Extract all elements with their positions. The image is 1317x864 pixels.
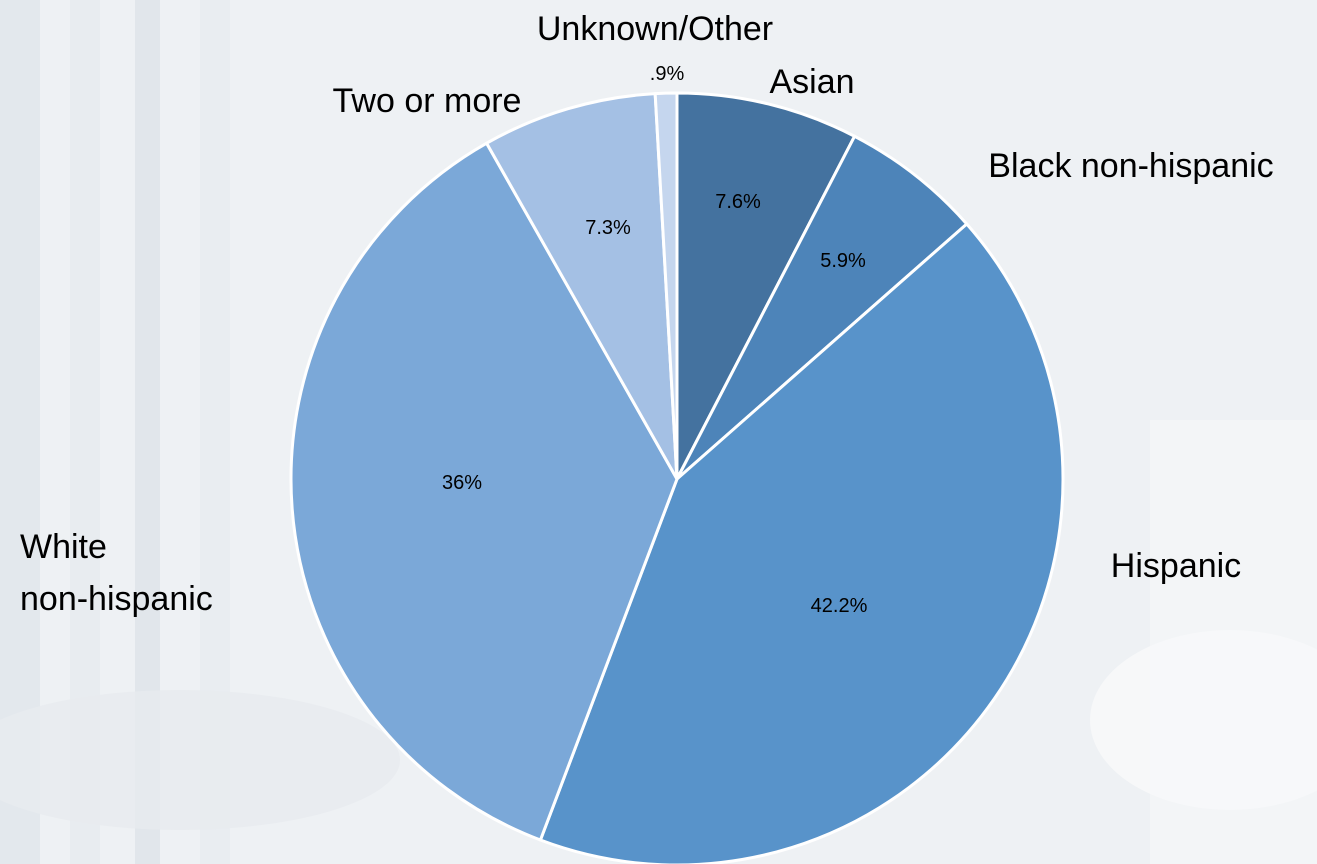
value-label-unknown: .9% bbox=[650, 63, 685, 85]
pie-slice-black bbox=[675, 134, 969, 481]
category-label-unknown: Unknown/Other bbox=[537, 10, 773, 48]
value-labels: 7.6% 5.9% 42.2% 36% 7.3% .9% bbox=[442, 63, 868, 617]
category-label-black: Black non-hispanic bbox=[988, 147, 1273, 185]
pie-slice-hispanic bbox=[538, 222, 1065, 864]
value-label-two: 7.3% bbox=[585, 217, 631, 239]
category-label-asian: Asian bbox=[769, 63, 854, 101]
category-label-white: White non-hispanic bbox=[20, 528, 213, 618]
pie-slice-unknown bbox=[653, 91, 679, 481]
value-label-white: 36% bbox=[442, 472, 482, 494]
category-label-white-line-2: non-hispanic bbox=[20, 580, 213, 618]
pie-slice-asian bbox=[675, 91, 857, 481]
category-label-white-line-1: White bbox=[20, 528, 107, 566]
value-label-asian: 7.6% bbox=[715, 191, 761, 213]
value-label-black: 5.9% bbox=[820, 250, 866, 272]
category-label-hispanic: Hispanic bbox=[1111, 547, 1241, 585]
value-label-hispanic: 42.2% bbox=[811, 595, 868, 617]
pie-slices bbox=[289, 91, 1065, 864]
pie-slice-two bbox=[485, 92, 679, 481]
category-labels: Unknown/Other Two or more Asian Black no… bbox=[20, 10, 1274, 618]
pie-slice-white bbox=[289, 141, 679, 842]
category-label-two: Two or more bbox=[333, 82, 522, 120]
